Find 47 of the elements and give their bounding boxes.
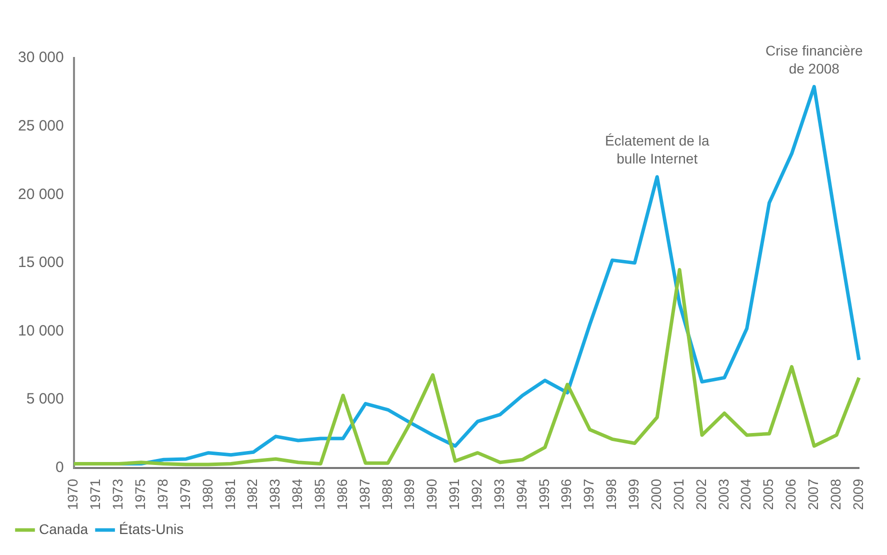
y-tick-label: 15 000 — [18, 254, 64, 272]
y-tick-label: 10 000 — [18, 322, 64, 340]
x-tick-label: 1995 — [536, 478, 552, 510]
y-tick-label: 20 000 — [18, 186, 64, 203]
x-tick-label: 1996 — [558, 478, 574, 510]
x-tick-label: 1982 — [244, 478, 260, 510]
y-tick-label: 5 000 — [26, 390, 64, 408]
y-tick-label: 0 — [56, 458, 64, 476]
x-tick-label: 2009 — [850, 478, 866, 510]
x-tick-label: 1999 — [626, 478, 642, 510]
x-tick-label: 1984 — [289, 478, 306, 510]
x-tick-label: 2003 — [715, 478, 732, 510]
x-tick-label: 1990 — [424, 478, 440, 510]
x-tick-label: 1973 — [110, 478, 126, 510]
annotation: Crise financière de 2008 — [766, 42, 863, 77]
x-tick-label: 1978 — [154, 478, 170, 510]
x-tick-label: 2000 — [648, 478, 664, 510]
legend-label: États-Unis — [119, 520, 184, 537]
legend-label: Canada — [39, 520, 88, 537]
x-tick-label: 2007 — [804, 478, 821, 510]
x-tick-label: 1986 — [334, 478, 350, 510]
y-tick-label: 25 000 — [18, 117, 64, 134]
x-tick-label: 1989 — [401, 478, 418, 510]
x-tick-label: 1988 — [378, 478, 395, 510]
x-tick-label: 1980 — [199, 478, 216, 510]
x-tick-label: 2002 — [692, 478, 709, 510]
x-tick-label: 1970 — [64, 478, 81, 510]
x-tick-label: 2001 — [670, 478, 686, 510]
x-tick-label: 2008 — [827, 478, 844, 510]
x-tick-label: 1987 — [356, 478, 372, 510]
x-tick-label: 1981 — [222, 478, 238, 510]
x-tick-label: 1998 — [603, 478, 620, 510]
x-tick-label: 1997 — [580, 478, 597, 510]
x-tick-label: 1971 — [87, 478, 104, 510]
x-tick-label: 1991 — [446, 478, 462, 510]
x-tick-label: 1975 — [132, 478, 148, 510]
x-tick-label: 2005 — [760, 478, 776, 510]
annotation: Éclatement de la bulle Internet — [604, 132, 710, 167]
y-tick-label: 30 000 — [18, 49, 64, 66]
x-tick-label: 1992 — [468, 478, 485, 510]
x-tick-label: 2004 — [738, 478, 754, 510]
x-tick-label: 1993 — [490, 478, 507, 510]
x-tick-label: 1994 — [513, 478, 530, 510]
x-tick-label: 1983 — [266, 478, 283, 510]
x-tick-label: 1985 — [311, 478, 328, 510]
x-tick-label: 2006 — [782, 478, 799, 510]
x-tick-label: 1979 — [176, 478, 193, 510]
